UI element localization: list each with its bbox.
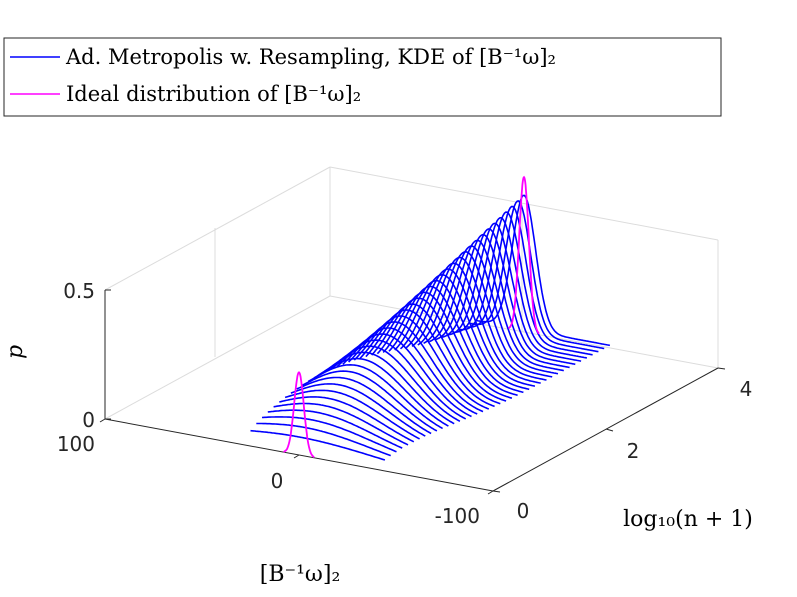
- x-tick-100: [99, 418, 106, 423]
- x-axis-label: [B⁻¹ω]₂: [260, 562, 341, 587]
- y-tick-label-4: 4: [740, 377, 753, 401]
- kde-curve: [446, 222, 582, 362]
- ideal-curve: [283, 371, 315, 458]
- x-tick-0: [293, 454, 300, 459]
- kde-curve: [261, 416, 397, 453]
- back-edge-2: [329, 166, 719, 241]
- z-tick-label-05: 0.5: [63, 279, 95, 303]
- kde-curve: [452, 217, 588, 359]
- kde-curve: [319, 351, 455, 425]
- tick-labels: 0 0.5 100 0 -100 0 2 4: [57, 279, 753, 528]
- kde-curve: [302, 370, 438, 432]
- back-edge-5: [329, 295, 719, 369]
- y-axis-label: log₁₀(n + 1): [623, 507, 753, 532]
- x-tick-neg100: [487, 490, 494, 495]
- kde-curve: [330, 339, 467, 420]
- kde-curve: [325, 345, 461, 423]
- kde-curve: [256, 422, 391, 457]
- kde-curve: [434, 233, 570, 369]
- kde-curve: [296, 376, 432, 435]
- z-tick-label-0: 0: [82, 408, 95, 432]
- y-tick-4: [717, 367, 726, 370]
- kde-curve: [267, 409, 403, 449]
- kde-curve: [279, 396, 415, 443]
- y-tick-label-2: 2: [627, 439, 640, 463]
- ideal-curve: [508, 175, 540, 335]
- kde-curve: [388, 279, 524, 394]
- z-axis-label: p: [3, 345, 28, 359]
- kde-curve: [411, 256, 547, 381]
- x-tick-label-100: 100: [57, 432, 95, 456]
- back-edge-1: [104, 166, 331, 291]
- kde-curve: [307, 363, 444, 430]
- legend: Ad. Metropolis w. Resampling, KDE of [B⁻…: [3, 37, 722, 117]
- kde-curve: [250, 429, 386, 461]
- legend-label-ideal: Ideal distribution of [B⁻¹ω]₂: [66, 82, 361, 106]
- legend-box: [3, 37, 722, 117]
- kde-curve: [284, 389, 420, 440]
- back-edge-4: [104, 295, 331, 420]
- kde-curve: [469, 200, 605, 350]
- y-tick-0: [492, 490, 501, 493]
- legend-label-kde: Ad. Metropolis w. Resampling, KDE of [B⁻…: [65, 45, 556, 69]
- y-axis-line: [492, 367, 719, 492]
- kde-curve: [423, 245, 559, 375]
- kde-curve: [313, 357, 449, 427]
- kde-curve: [405, 262, 541, 384]
- kde-curve: [458, 211, 593, 356]
- kde-curve: [290, 383, 426, 437]
- y-tick-2: [605, 428, 614, 432]
- y-tick-label-0: 0: [517, 499, 530, 523]
- x-tick-label-neg100: -100: [435, 504, 480, 528]
- kde-curve: [376, 291, 513, 399]
- data-curves: [250, 175, 611, 461]
- kde-curve: [394, 273, 530, 391]
- x-tick-label-0: 0: [271, 469, 284, 493]
- kde-curve: [365, 303, 501, 405]
- kde-curve: [428, 239, 564, 372]
- kde-curve: [273, 402, 409, 446]
- kde-curve: [353, 315, 490, 410]
